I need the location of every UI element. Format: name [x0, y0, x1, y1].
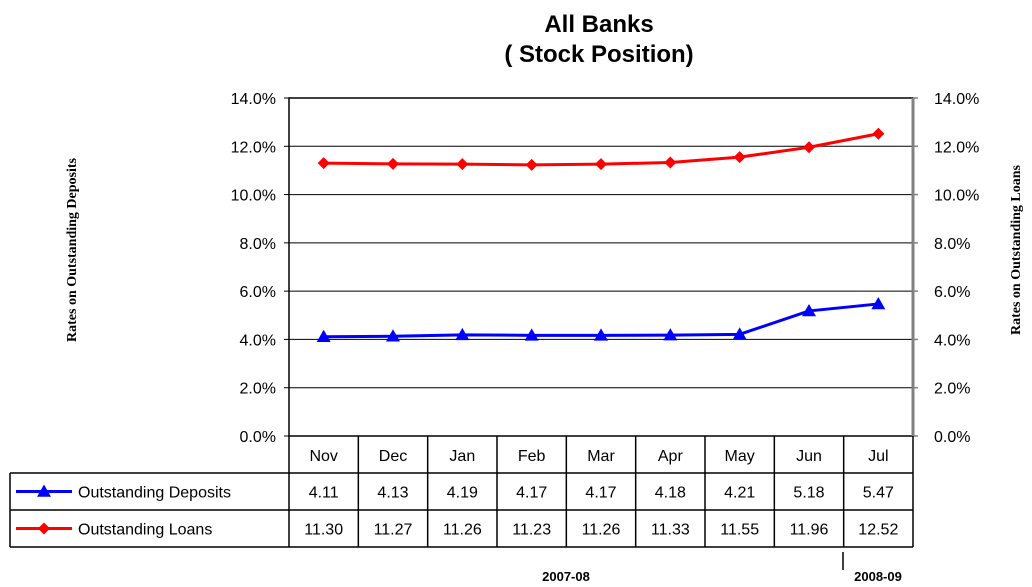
- left-tick-label: 4.0%: [240, 332, 276, 349]
- data-label: 12.52: [858, 522, 898, 539]
- data-label: 11.27: [374, 522, 413, 539]
- left-tick-label: 2.0%: [240, 381, 276, 398]
- data-label: 4.18: [655, 485, 686, 502]
- left-axis-title: Rates on Outstanding Deposits: [65, 157, 80, 342]
- category-label: Nov: [309, 448, 337, 465]
- data-label: 4.19: [447, 485, 478, 502]
- data-point: [664, 156, 677, 169]
- right-tick-label: 10.0%: [934, 188, 979, 205]
- legend-key-marker: [38, 522, 50, 535]
- left-tick-label: 12.0%: [231, 139, 276, 156]
- data-label: 11.23: [512, 522, 551, 539]
- left-tick-label: 14.0%: [231, 91, 276, 108]
- gridlines: [289, 145, 913, 389]
- data-point: [803, 141, 815, 154]
- data-point: [872, 127, 885, 140]
- category-label: Mar: [587, 448, 615, 465]
- right-tick-label: 8.0%: [934, 236, 970, 253]
- category-label: Feb: [518, 448, 546, 465]
- left-tick-label: 8.0%: [240, 236, 276, 253]
- right-axis-ticks: 0.0% 2.0% 4.0% 6.0% 8.0% 10.0% 12.0% 14.0%: [913, 91, 979, 446]
- series-loans: [317, 127, 885, 171]
- data-point: [663, 328, 678, 341]
- category-label: Dec: [379, 448, 407, 465]
- plot-area: [288, 97, 915, 437]
- data-point: [455, 327, 470, 341]
- series-deposits: [316, 296, 886, 343]
- category-label: Jan: [449, 448, 475, 465]
- data-point: [733, 151, 746, 164]
- period-label-2008-09: 2008-09: [854, 569, 902, 584]
- data-point: [802, 303, 816, 317]
- data-label: 11.26: [443, 522, 482, 539]
- data-label: 11.26: [582, 522, 621, 539]
- right-tick-label: 0.0%: [934, 429, 970, 446]
- series-layer: [316, 127, 886, 343]
- data-label: 5.47: [863, 485, 894, 502]
- legend-key-marker: [37, 484, 51, 497]
- period-label-2007-08: 2007-08: [542, 569, 590, 584]
- data-label: 11.33: [651, 522, 690, 539]
- legend-label: Outstanding Deposits: [78, 485, 231, 502]
- data-point: [456, 158, 469, 171]
- data-label: 4.17: [516, 485, 547, 502]
- data-label: 5.18: [793, 485, 824, 502]
- right-tick-label: 4.0%: [934, 332, 970, 349]
- data-label: 11.96: [790, 522, 829, 539]
- data-point: [524, 328, 539, 341]
- plot-frame: [288, 97, 914, 437]
- left-tick-label: 10.0%: [231, 188, 276, 205]
- data-point: [525, 158, 538, 171]
- right-axis-title: Rates on Outstanding Loans: [1009, 164, 1024, 335]
- left-axis-ticks: 0.0% 2.0% 4.0% 6.0% 8.0% 10.0% 12.0% 14.0%: [231, 91, 289, 446]
- category-label: Jul: [868, 448, 888, 465]
- right-tick-label: 12.0%: [934, 139, 979, 156]
- left-tick-label: 6.0%: [240, 284, 276, 301]
- data-point: [594, 328, 608, 341]
- data-label: 11.55: [720, 522, 759, 539]
- right-tick-label: 14.0%: [934, 91, 979, 108]
- category-label: Apr: [658, 448, 684, 465]
- left-tick-label: 0.0%: [240, 429, 276, 446]
- chart-title: All Banks: [544, 11, 653, 38]
- legend-label: Outstanding Loans: [78, 522, 212, 539]
- data-point: [732, 327, 747, 340]
- data-label: 4.17: [585, 485, 616, 502]
- data-point: [386, 329, 400, 342]
- category-label: May: [725, 448, 755, 465]
- data-point: [595, 158, 607, 171]
- data-point: [317, 157, 330, 170]
- data-label: 4.21: [724, 485, 755, 502]
- data-label: 4.11: [309, 485, 339, 502]
- data-label: 11.30: [304, 522, 343, 539]
- data-label: 4.13: [377, 485, 408, 502]
- right-tick-label: 6.0%: [934, 284, 970, 301]
- category-label: Jun: [796, 448, 822, 465]
- data-point: [387, 157, 399, 170]
- right-tick-label: 2.0%: [934, 381, 970, 398]
- data-point: [871, 296, 886, 310]
- data-table: Nov Dec Jan Feb Mar Apr May Jun Jul Outstanding D…: [9, 436, 914, 548]
- data-point: [316, 329, 331, 343]
- chart-subtitle: ( Stock Position): [504, 41, 693, 68]
